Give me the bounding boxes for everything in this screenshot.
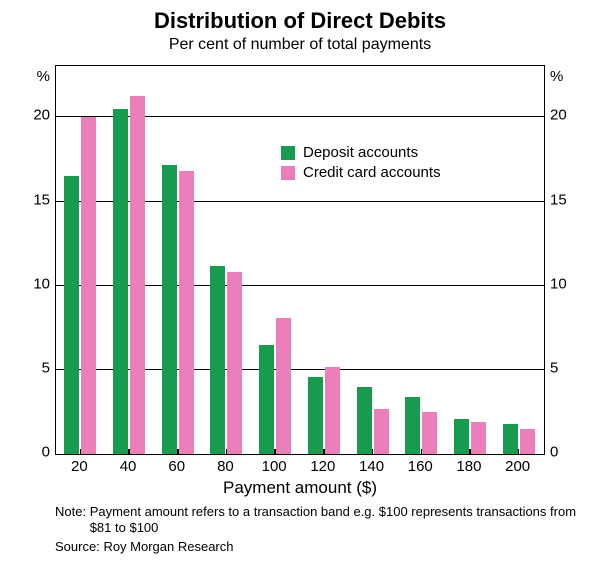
bar [471, 422, 486, 454]
xtick-label: 60 [168, 458, 185, 475]
xtick-mark [128, 449, 130, 455]
ytick-label: 20 [550, 107, 567, 124]
note-label: Note: [55, 504, 90, 537]
legend-swatch [281, 166, 295, 180]
note-text: Payment amount refers to a transaction b… [90, 504, 580, 537]
ytick-label: 10 [550, 275, 567, 292]
xtick-label: 120 [310, 458, 335, 475]
bar [259, 345, 274, 454]
source-label: Source: [55, 539, 103, 555]
xtick-label: 180 [456, 458, 481, 475]
legend-label: Credit card accounts [303, 164, 441, 181]
xtick-mark [274, 449, 276, 455]
xtick-mark [372, 449, 374, 455]
xtick-mark [469, 449, 471, 455]
bar [405, 397, 420, 454]
bar [422, 412, 437, 454]
plot-area: Deposit accounts Credit card accounts [55, 65, 545, 455]
xtick-label: 140 [359, 458, 384, 475]
xtick-label: 100 [262, 458, 287, 475]
xtick-mark [80, 449, 82, 455]
bar [454, 419, 469, 454]
bar [227, 272, 242, 454]
ytick-label: 15 [550, 191, 567, 208]
chart-container: Distribution of Direct Debits Per cent o… [0, 0, 600, 570]
xtick-mark [226, 449, 228, 455]
ytick-label: 0 [550, 444, 558, 461]
y-axis-unit-left: % [37, 68, 50, 85]
bar [179, 171, 194, 454]
bar [130, 96, 145, 454]
bar [503, 424, 518, 454]
xtick-mark [518, 449, 520, 455]
legend-item: Credit card accounts [281, 164, 441, 181]
bar [520, 429, 535, 454]
xtick-label: 20 [71, 458, 88, 475]
xtick-label: 200 [505, 458, 530, 475]
bar [162, 165, 177, 454]
ytick-label: 10 [33, 275, 50, 292]
source-text: Roy Morgan Research [103, 539, 233, 555]
legend-swatch [281, 146, 295, 160]
bar [325, 367, 340, 454]
xtick-mark [177, 449, 179, 455]
ytick-label: 5 [42, 359, 50, 376]
y-axis-unit-right: % [550, 68, 563, 85]
legend-label: Deposit accounts [303, 144, 418, 161]
legend: Deposit accounts Credit card accounts [281, 144, 441, 184]
chart-subtitle: Per cent of number of total payments [0, 36, 600, 54]
bar [276, 318, 291, 454]
xtick-label: 160 [408, 458, 433, 475]
bar [113, 109, 128, 454]
bar [374, 409, 389, 454]
footer-notes: Note: Payment amount refers to a transac… [55, 504, 580, 555]
bar [210, 266, 225, 454]
bar [357, 387, 372, 454]
xtick-label: 80 [217, 458, 234, 475]
bar [81, 117, 96, 454]
ytick-label: 0 [42, 444, 50, 461]
xtick-label: 40 [120, 458, 137, 475]
xtick-mark [323, 449, 325, 455]
ytick-label: 15 [33, 191, 50, 208]
ytick-label: 5 [550, 359, 558, 376]
xtick-mark [421, 449, 423, 455]
chart-title: Distribution of Direct Debits [0, 0, 600, 34]
ytick-label: 20 [33, 107, 50, 124]
legend-item: Deposit accounts [281, 144, 441, 161]
bar [64, 176, 79, 454]
bar [308, 377, 323, 454]
x-axis-label: Payment amount ($) [0, 478, 600, 498]
